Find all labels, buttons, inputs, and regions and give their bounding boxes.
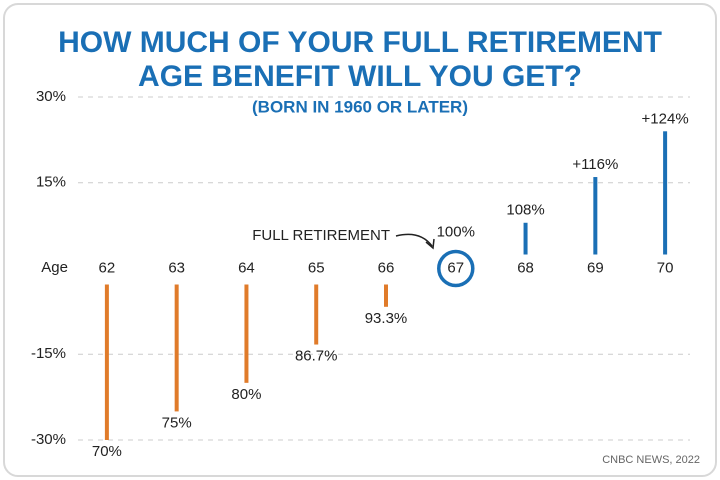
x-tick-label: 67 <box>447 259 464 276</box>
value-label: 100% <box>437 223 475 240</box>
x-tick-label: 70 <box>657 259 674 276</box>
value-label: 86.7% <box>295 348 338 365</box>
bar <box>314 284 319 345</box>
x-tick-label: 64 <box>238 259 255 276</box>
y-tick-label: -15% <box>31 345 66 362</box>
y-tick-label: 30% <box>36 88 66 105</box>
bar <box>384 284 388 307</box>
x-tick-label: 63 <box>168 259 185 276</box>
value-label: 75% <box>162 414 192 431</box>
bar <box>523 222 528 255</box>
value-label: +124% <box>642 110 689 127</box>
x-tick-label: 68 <box>517 259 534 276</box>
x-tick-label: 65 <box>308 259 325 276</box>
annotation-arrow <box>395 233 433 247</box>
value-label: 108% <box>506 202 544 219</box>
full-retirement-circle <box>437 249 475 288</box>
bar <box>104 284 109 440</box>
frame <box>3 3 717 477</box>
annotation: FULL RETIREMENT <box>252 227 390 244</box>
x-tick-label: 66 <box>378 259 395 276</box>
y-tick-label: 15% <box>36 174 66 191</box>
bar <box>663 131 668 255</box>
y-tick-label: -30% <box>31 431 66 448</box>
bar <box>244 284 249 383</box>
annotation-arrowhead <box>425 238 435 250</box>
chart-title: HOW MUCH OF YOUR FULL RETIREMENT <box>58 26 662 59</box>
x-axis-label: Age <box>41 259 68 276</box>
value-label: 70% <box>92 443 122 460</box>
source: CNBC NEWS, 2022 <box>602 454 700 466</box>
chart-subtitle: (BORN IN 1960 OR LATER) <box>252 97 468 116</box>
bar <box>174 284 179 412</box>
x-tick-label: 62 <box>99 259 116 276</box>
value-label: 80% <box>231 386 261 403</box>
x-tick-label: 69 <box>587 259 604 276</box>
value-label: 93.3% <box>365 310 408 327</box>
value-label: +116% <box>572 156 618 173</box>
bar <box>593 177 598 255</box>
chart-title: AGE BENEFIT WILL YOU GET? <box>138 60 582 93</box>
